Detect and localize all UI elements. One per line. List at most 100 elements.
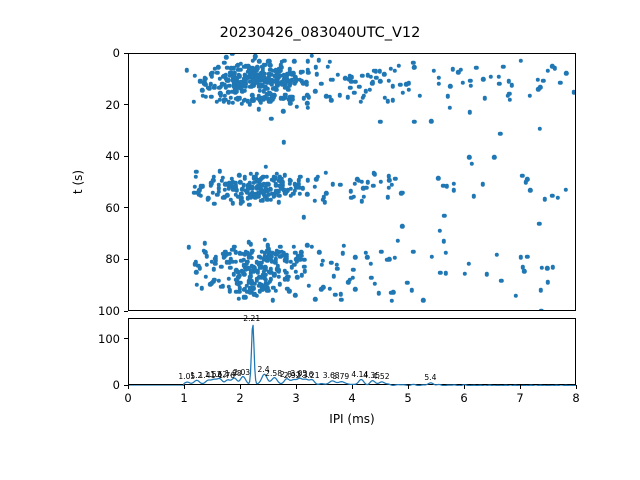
scatter-point xyxy=(273,257,278,262)
scatter-point xyxy=(347,77,352,82)
scatter-point xyxy=(211,174,216,179)
scatter-point xyxy=(287,181,293,186)
scatter-point xyxy=(250,58,255,64)
scatter-point xyxy=(293,269,298,275)
scatter-point xyxy=(305,101,310,106)
scatter-point xyxy=(247,102,253,107)
scatter-point xyxy=(525,254,530,260)
scatter-point xyxy=(276,199,282,205)
scatter-point xyxy=(473,65,479,71)
scatter-point xyxy=(227,251,233,257)
scatter-point xyxy=(252,281,257,287)
scatter-point xyxy=(564,71,569,76)
peak-label: 5.4 xyxy=(424,372,437,382)
scatter-point xyxy=(234,89,239,94)
scatter-point xyxy=(227,83,232,88)
scatter-point xyxy=(244,289,250,294)
scatter-point xyxy=(243,82,249,88)
scatter-point xyxy=(269,177,275,182)
scatter-point xyxy=(268,255,274,260)
scatter-point xyxy=(225,192,230,198)
scatter-point xyxy=(277,174,283,179)
scatter-point xyxy=(297,185,303,191)
scatter-point xyxy=(263,186,269,191)
scatter-point xyxy=(290,94,295,100)
scatter-point xyxy=(365,73,371,78)
scatter-point xyxy=(327,286,332,291)
scatter-point xyxy=(276,269,281,275)
scatter-point xyxy=(482,96,487,101)
scatter-point xyxy=(248,68,253,74)
scatter-point xyxy=(351,194,356,200)
peak-label: 2.8 xyxy=(279,370,292,380)
scatter-point xyxy=(261,72,266,78)
scatter-point xyxy=(400,90,406,96)
scatter-point xyxy=(278,95,284,100)
scatter-point xyxy=(468,83,474,88)
scatter-point xyxy=(249,84,255,89)
scatter-point xyxy=(431,68,437,73)
scatter-point xyxy=(273,87,278,92)
scatter-point xyxy=(274,248,279,253)
scatter-point xyxy=(258,78,263,83)
scatter-point xyxy=(216,65,221,70)
scatter-point xyxy=(229,247,234,253)
scatter-point xyxy=(254,259,259,264)
scatter-point xyxy=(353,79,358,84)
scatter-point xyxy=(285,277,291,283)
scatter-point xyxy=(248,192,253,198)
scatter-point xyxy=(339,297,344,303)
scatter-point xyxy=(250,186,255,191)
scatter-point xyxy=(412,119,417,124)
scatter-point xyxy=(429,254,435,260)
scatter-point xyxy=(367,87,373,93)
scatter-point xyxy=(194,282,199,287)
x-tick-label: 4 xyxy=(348,391,356,405)
scatter-point xyxy=(345,95,351,100)
scatter-point xyxy=(279,186,284,191)
scatter-point xyxy=(216,185,221,191)
scatter-point xyxy=(242,97,247,102)
scatter-point xyxy=(325,64,331,69)
scatter-point xyxy=(251,180,256,186)
scatter-point xyxy=(251,83,257,88)
scatter-point xyxy=(241,76,247,81)
scatter-point xyxy=(263,277,269,283)
scatter-point xyxy=(257,88,263,93)
scatter-point xyxy=(242,73,248,78)
scatter-point xyxy=(330,77,335,82)
scatter-point xyxy=(480,182,485,187)
scatter-point xyxy=(338,291,343,297)
scatter-point xyxy=(372,172,377,177)
scatter-point xyxy=(220,251,226,256)
scatter-point xyxy=(253,191,259,196)
scatter-point xyxy=(261,62,266,68)
scatter-point xyxy=(230,179,235,184)
scatter-point xyxy=(251,286,257,291)
scatter-point xyxy=(238,197,243,202)
scatter-point xyxy=(238,67,243,72)
scatter-point xyxy=(192,184,197,190)
scatter-point xyxy=(377,69,383,74)
scatter-point xyxy=(294,77,300,82)
scatter-point xyxy=(256,106,261,112)
scatter-point xyxy=(269,258,275,264)
x-tick-mark xyxy=(183,385,185,389)
peak-label: 2.21 xyxy=(243,314,261,324)
scatter-point xyxy=(250,93,255,98)
scatter-point xyxy=(320,258,326,263)
scatter-point xyxy=(252,174,257,180)
scatter-point xyxy=(193,174,199,180)
scatter-point xyxy=(390,98,395,103)
scatter-point xyxy=(234,188,239,193)
x-tick-mark xyxy=(351,385,353,389)
scatter-point xyxy=(288,80,293,86)
scatter-point xyxy=(256,72,261,77)
scatter-point xyxy=(550,265,556,270)
scatter-point xyxy=(247,276,252,281)
scatter-point xyxy=(227,289,233,294)
scatter-point xyxy=(376,290,382,296)
scatter-point xyxy=(550,193,555,199)
scatter-point xyxy=(231,187,236,193)
scatter-point xyxy=(280,180,285,185)
